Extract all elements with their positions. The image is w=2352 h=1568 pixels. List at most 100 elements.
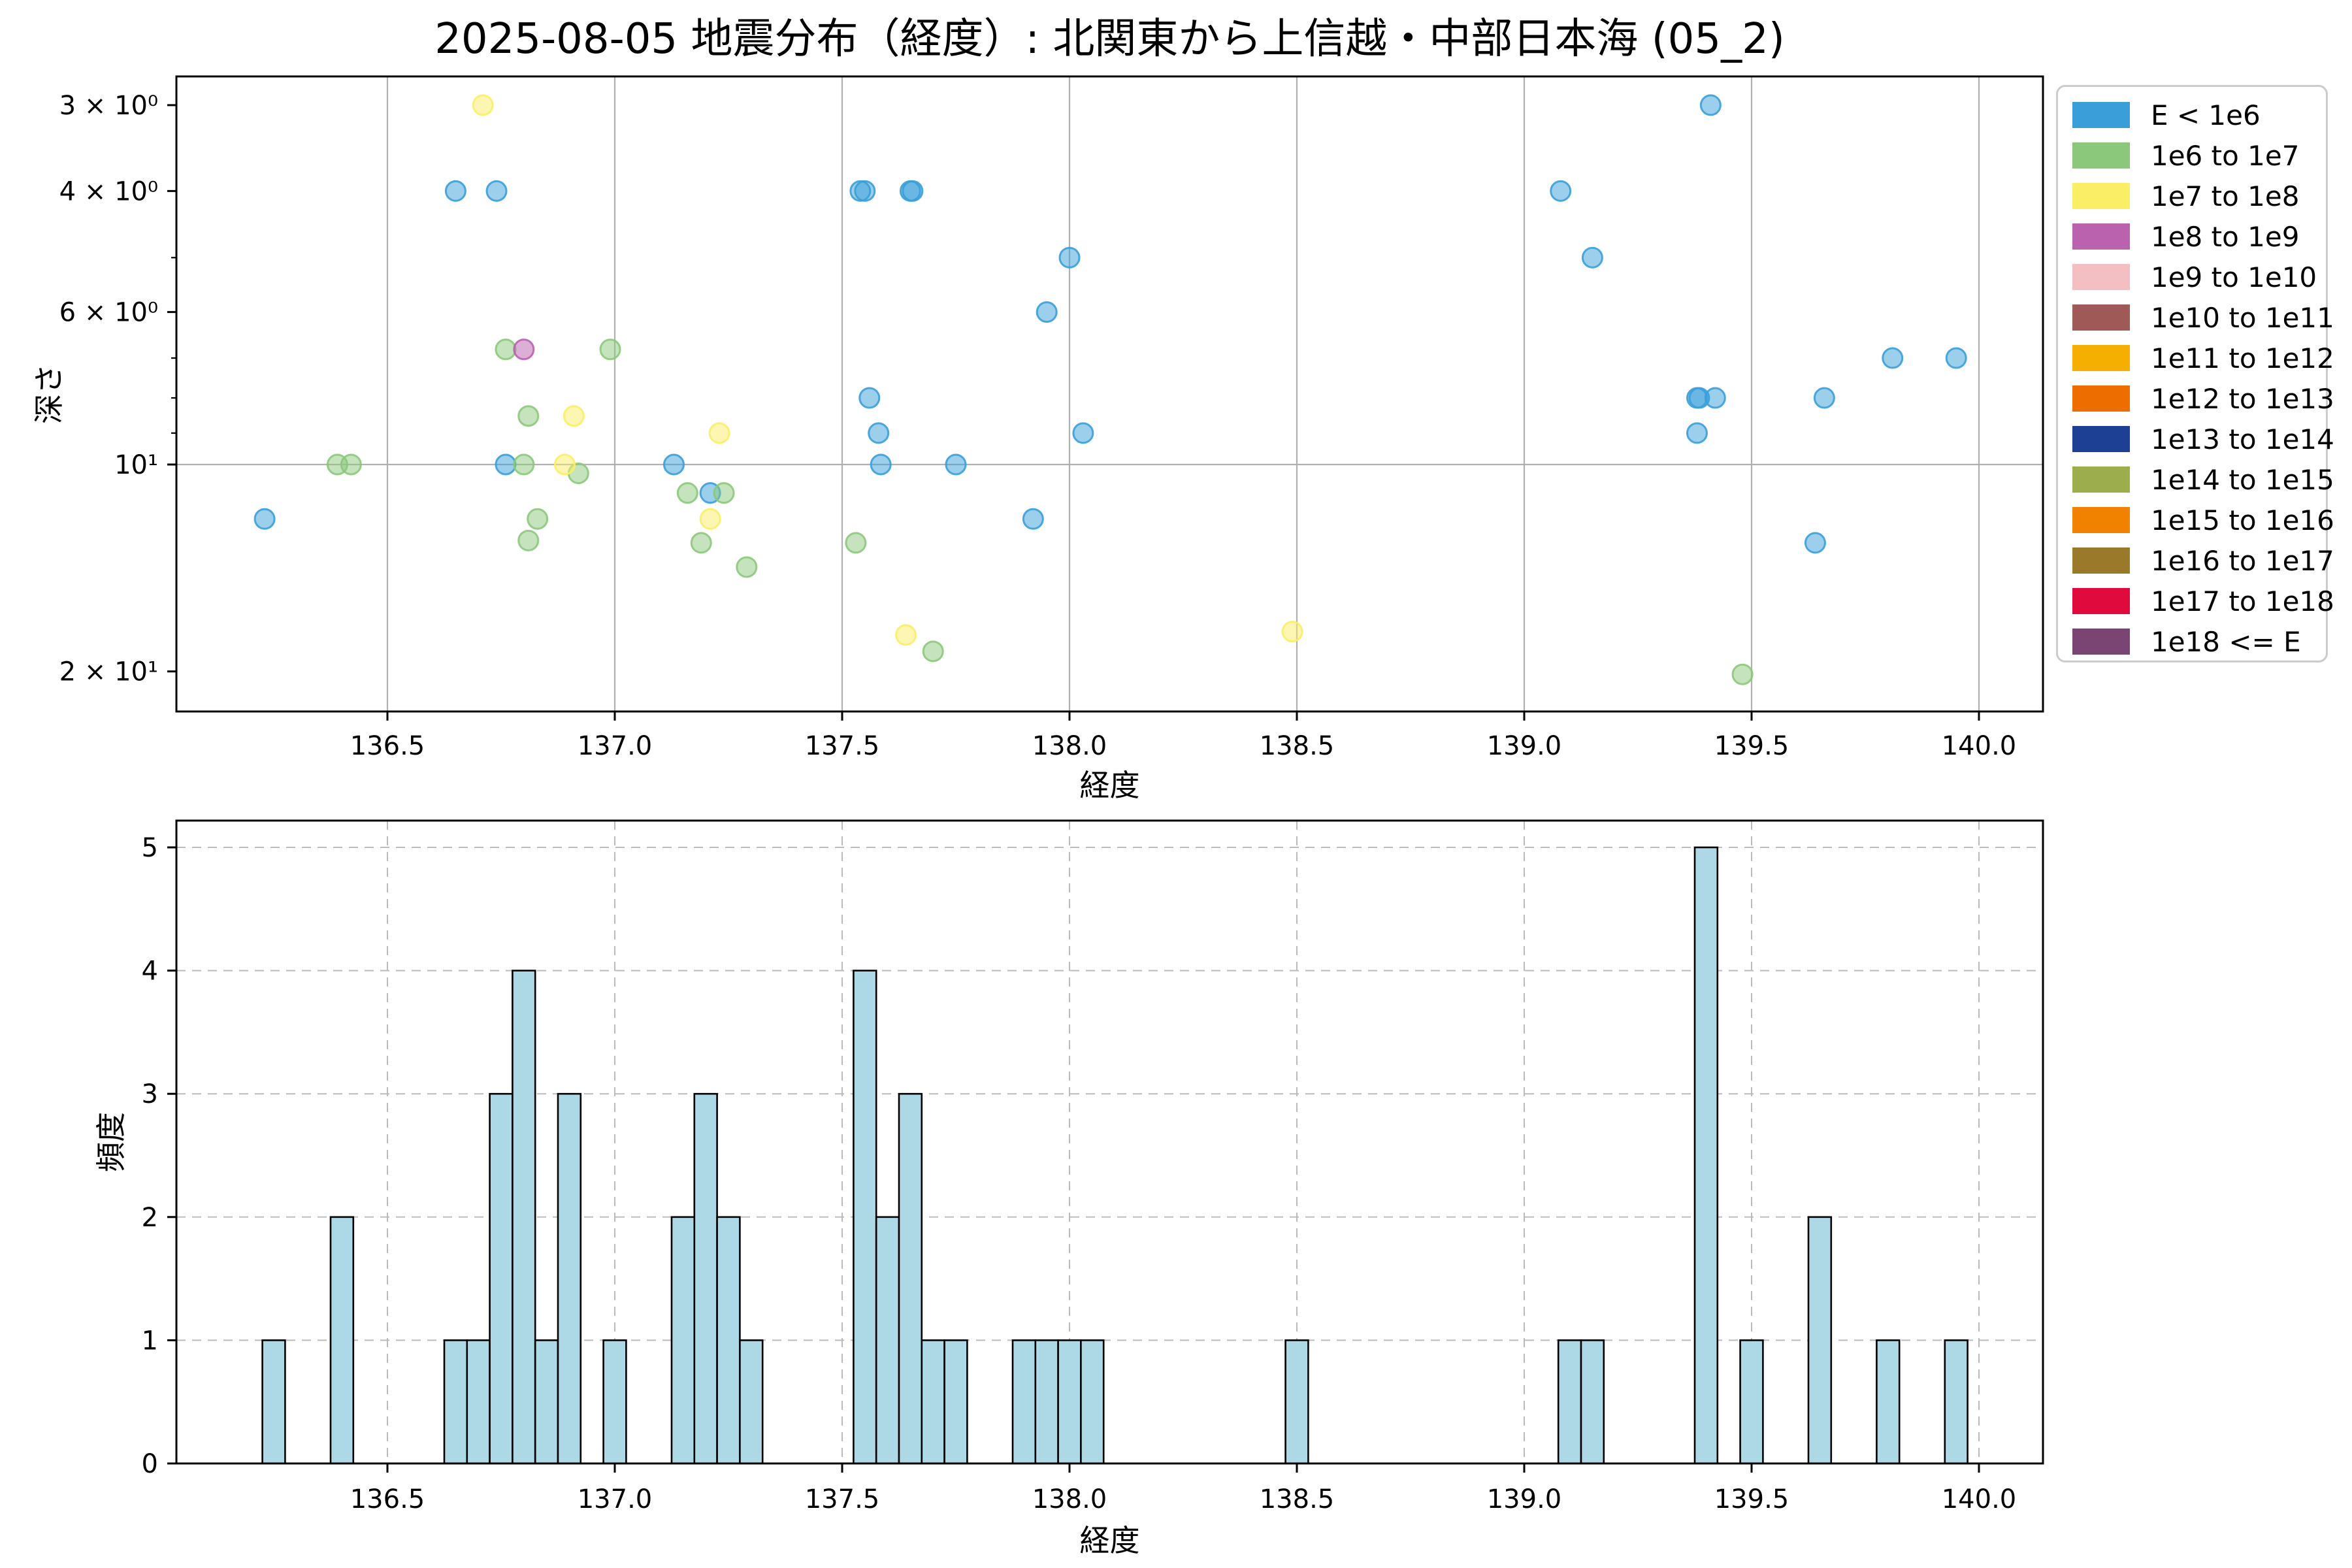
legend-item: 1e17 to 1e18 <box>2058 581 2334 621</box>
legend-label: 1e12 to 1e13 <box>2151 382 2334 415</box>
histogram-bar <box>693 1092 718 1465</box>
legend-label: 1e13 to 1e14 <box>2151 423 2334 455</box>
histogram-y-tick-label: 2 <box>142 1203 158 1233</box>
scatter-point <box>945 453 967 476</box>
histogram-bar <box>466 1339 491 1465</box>
scatter-x-tick-label: 138.5 <box>1260 731 1335 761</box>
scatter-y-axis-label: 深さ <box>31 364 67 424</box>
histogram-bar <box>1876 1339 1901 1465</box>
scatter-point <box>1704 387 1726 409</box>
scatter-point <box>340 453 362 476</box>
legend: E < 1e6 1e6 to 1e7 1e7 to 1e8 1e8 to 1e9 1e9… <box>2056 85 2334 662</box>
histogram-bar <box>557 1092 582 1465</box>
histogram-bar <box>875 1216 900 1465</box>
legend-label: 1e11 to 1e12 <box>2151 342 2334 374</box>
histogram-bar <box>1944 1339 1968 1465</box>
legend-label: 1e9 to 1e10 <box>2151 261 2317 293</box>
legend-item: 1e18 <= E <box>2058 621 2326 662</box>
scatter-point <box>662 453 685 476</box>
scatter-x-tick-label: 137.0 <box>578 731 653 761</box>
histogram-bar <box>1557 1339 1582 1465</box>
legend-item: 1e9 to 1e10 <box>2058 257 2326 297</box>
scatter-point <box>553 453 576 476</box>
legend-swatch <box>2072 507 2130 533</box>
histogram-bar <box>261 1339 286 1465</box>
histogram-bar <box>716 1216 741 1465</box>
histogram-x-tick-label: 139.5 <box>1714 1484 1789 1514</box>
legend-label: 1e16 to 1e17 <box>2151 544 2334 577</box>
legend-swatch <box>2072 385 2130 412</box>
histogram-bar <box>943 1339 968 1465</box>
histogram-bar <box>853 970 877 1465</box>
scatter-series <box>472 94 1303 646</box>
histogram-y-tick-label: 5 <box>142 833 158 863</box>
scatter-point <box>1550 180 1572 202</box>
scatter-point <box>253 508 276 530</box>
scatter-series <box>253 94 1967 554</box>
legend-label: 1e18 <= E <box>2151 625 2301 658</box>
scatter-point <box>902 180 924 202</box>
histogram-bar <box>1080 1339 1105 1465</box>
scatter-point <box>845 532 867 554</box>
legend-item: 1e15 to 1e16 <box>2058 500 2334 540</box>
scatter-point <box>472 94 494 116</box>
scatter-point <box>894 624 917 646</box>
histogram-plot: 136.5 137.0 137.5 138.0 138.5 139.0 139.5 140.0… <box>142 819 2044 1514</box>
legend-item: 1e11 to 1e12 <box>2058 338 2334 378</box>
scatter-series <box>513 338 535 361</box>
scatter-point <box>1699 94 1722 116</box>
scatter-x-axis-label: 経度 <box>1079 768 1140 803</box>
legend-swatch <box>2072 264 2130 290</box>
histogram-bar <box>512 970 536 1465</box>
scatter-point <box>708 422 730 444</box>
legend-swatch <box>2072 547 2130 574</box>
scatter-point <box>563 405 585 427</box>
scatter-y-tick-label: 4 × 10⁰ <box>59 176 158 206</box>
scatter-series <box>326 338 1754 685</box>
scatter-point <box>868 422 890 444</box>
histogram-x-tick-label: 138.0 <box>1032 1484 1107 1514</box>
scatter-y-tick-label: 2 × 10¹ <box>59 657 158 687</box>
scatter-y-tick-label: 10¹ <box>114 450 158 480</box>
scatter-point <box>1058 246 1081 269</box>
scatter-point <box>870 453 892 476</box>
histogram-y-tick-label: 3 <box>142 1079 158 1109</box>
histogram-bar <box>1034 1339 1059 1465</box>
legend-swatch <box>2072 426 2130 452</box>
legend-swatch <box>2072 345 2130 371</box>
histogram-bar <box>1739 1339 1764 1465</box>
scatter-x-tick-label: 137.5 <box>805 731 880 761</box>
legend-swatch <box>2072 466 2130 493</box>
histogram-y-axis-label: 頻度 <box>93 1112 129 1172</box>
scatter-point <box>1882 347 1904 369</box>
histogram-bar <box>1284 1339 1309 1465</box>
histogram-y-tick-label: 1 <box>142 1326 158 1356</box>
scatter-point <box>713 482 735 504</box>
histogram-x-axis-label: 経度 <box>1079 1523 1140 1558</box>
scatter-x-tick-label: 139.5 <box>1714 731 1789 761</box>
histogram-x-tick-label: 138.5 <box>1260 1484 1335 1514</box>
scatter-x-tick-label: 140.0 <box>1942 731 2017 761</box>
legend-item: 1e14 to 1e15 <box>2058 459 2334 500</box>
histogram-bar <box>1580 1339 1605 1465</box>
legend-item: 1e16 to 1e17 <box>2058 540 2334 581</box>
histogram-bar <box>670 1216 696 1465</box>
scatter-point <box>1686 422 1708 444</box>
legend-item: 1e12 to 1e13 <box>2058 378 2334 419</box>
histogram-bar <box>602 1339 627 1465</box>
legend-swatch <box>2072 183 2130 209</box>
scatter-point <box>527 508 549 530</box>
chart-title: 2025-08-05 地震分布（経度）: 北関東から上信越・中部日本海 (05_… <box>434 15 1785 63</box>
legend-label: 1e8 to 1e9 <box>2151 220 2300 253</box>
scatter-point <box>690 532 712 554</box>
scatter-point <box>513 338 535 361</box>
histogram-bar <box>329 1216 355 1465</box>
scatter-point <box>699 508 721 530</box>
scatter-point <box>517 405 540 427</box>
scatter-point <box>676 482 698 504</box>
scatter-point <box>1581 246 1603 269</box>
legend-label: 1e7 to 1e8 <box>2151 180 2300 212</box>
scatter-x-tick-label: 136.5 <box>350 731 425 761</box>
histogram-bar <box>739 1339 764 1465</box>
scatter-point <box>1731 663 1754 685</box>
